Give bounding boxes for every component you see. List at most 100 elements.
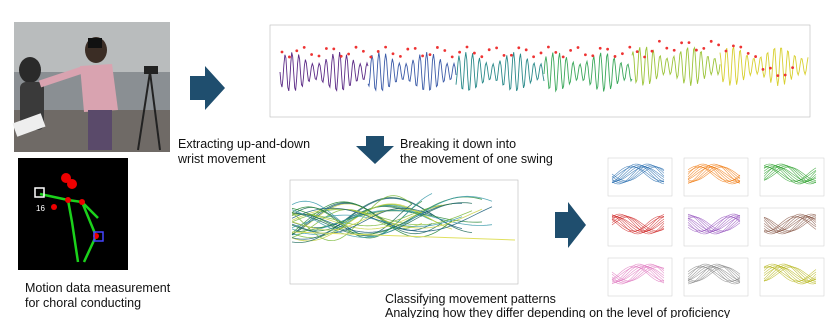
swing-line	[292, 232, 515, 240]
peak-dot	[332, 48, 335, 51]
mosaic	[88, 38, 102, 48]
camera	[144, 66, 158, 74]
peak-dot	[443, 49, 446, 52]
caption: the movement of one swing	[400, 152, 553, 166]
peak-dot	[702, 47, 705, 50]
mini-frame	[760, 158, 824, 196]
peak-dot	[369, 56, 372, 59]
caption: Analyzing how they differ depending on t…	[385, 306, 731, 318]
person	[80, 64, 118, 112]
person	[88, 110, 112, 150]
mini-line	[688, 266, 740, 282]
peak-dot	[636, 50, 639, 53]
peak-dot	[739, 46, 742, 49]
mini-line	[688, 167, 740, 181]
peak-dot	[710, 40, 713, 43]
caption: Breaking it down into	[400, 137, 516, 151]
joint-label: 16	[36, 204, 45, 213]
peak-dot	[754, 55, 757, 58]
peak-dot	[517, 46, 520, 49]
peak-dot	[540, 52, 543, 55]
joint	[51, 204, 57, 210]
peak-dot	[584, 53, 587, 56]
photo	[13, 22, 170, 152]
peak-dot	[510, 54, 513, 57]
skeleton-bg	[18, 158, 128, 270]
peak-dot	[591, 54, 594, 57]
peak-dot	[643, 56, 646, 59]
mini-line	[764, 216, 816, 232]
peak-dot	[399, 55, 402, 58]
mini-line	[688, 266, 740, 282]
mini-line	[688, 167, 740, 181]
peak-dot	[606, 48, 609, 51]
peak-dot	[569, 49, 572, 52]
mini-frame	[608, 158, 672, 196]
peak-dot	[347, 53, 350, 56]
peak-dot	[776, 74, 779, 77]
peak-dot	[532, 55, 535, 58]
peak-dot	[717, 43, 720, 46]
joint	[67, 179, 77, 189]
peak-dot	[658, 40, 661, 43]
arrow	[190, 66, 225, 110]
peak-dot	[562, 56, 565, 59]
peak-dot	[554, 51, 557, 54]
person	[19, 57, 41, 83]
peak-dot	[547, 46, 550, 49]
mini-frame	[684, 258, 748, 296]
peak-dot	[436, 46, 439, 49]
caption: for choral conducting	[25, 296, 141, 310]
peak-dot	[503, 54, 506, 57]
peak-dot	[362, 50, 365, 53]
peak-dot	[414, 47, 417, 50]
caption: Motion data measurement	[25, 281, 171, 295]
peak-dot	[281, 51, 284, 54]
peak-dot	[303, 46, 306, 49]
peak-dot	[769, 67, 772, 70]
peak-dot	[355, 46, 358, 49]
swing-chart	[290, 180, 518, 284]
peak-dot	[451, 56, 454, 59]
peak-dot	[406, 48, 409, 51]
peak-dot	[429, 53, 432, 56]
skeleton-image: 16	[18, 158, 128, 270]
caption: Classifying movement patterns	[385, 292, 556, 306]
peak-dot	[628, 46, 631, 49]
joint	[79, 199, 85, 205]
peak-dot	[480, 55, 483, 58]
caption: Extracting up-and-down	[178, 137, 310, 151]
mini-line	[688, 266, 740, 282]
peak-dot	[614, 55, 617, 58]
peak-dot	[732, 44, 735, 47]
peak-dot	[762, 68, 765, 71]
peak-dot	[288, 56, 291, 59]
peak-dot	[525, 48, 528, 51]
peak-dot	[784, 74, 787, 77]
peak-dot	[680, 41, 683, 44]
peak-dot	[318, 55, 321, 58]
joint	[65, 197, 71, 203]
peak-dot	[488, 48, 491, 51]
wrist-chart	[240, 10, 820, 136]
figure: 16 Extracting up-and-down wrist movement…	[0, 0, 831, 318]
peak-dot	[577, 46, 580, 49]
peak-dot	[673, 49, 676, 52]
mini-frame	[760, 258, 824, 296]
peak-dot	[377, 50, 380, 53]
caption: wrist movement	[177, 152, 266, 166]
page: 16 Extracting up-and-down wrist movement…	[0, 0, 831, 318]
cluster-charts	[608, 158, 824, 296]
peak-dot	[651, 50, 654, 53]
peak-dot	[392, 52, 395, 55]
peak-dot	[310, 53, 313, 56]
peak-dot	[325, 47, 328, 50]
peak-dot	[725, 50, 728, 53]
peak-dot	[473, 52, 476, 55]
peak-dot	[695, 49, 698, 52]
peak-dot	[791, 66, 794, 69]
peak-dot	[466, 46, 469, 49]
peak-dot	[599, 47, 602, 50]
peak-dot	[665, 47, 668, 50]
mini-frame	[760, 208, 824, 246]
